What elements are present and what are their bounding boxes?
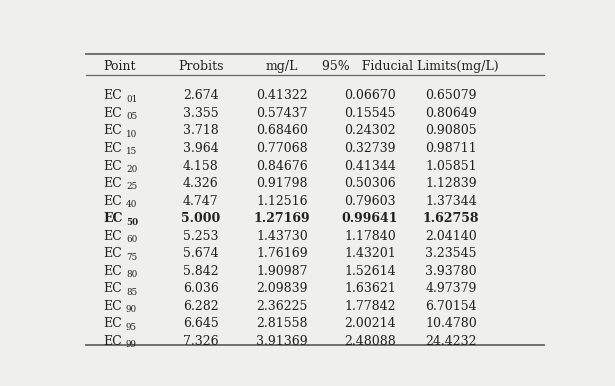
Text: 0.24302: 0.24302 xyxy=(344,125,396,137)
Text: 40: 40 xyxy=(126,200,137,209)
Text: EC: EC xyxy=(103,159,122,173)
Text: 0.98711: 0.98711 xyxy=(425,142,477,155)
Text: 0.91798: 0.91798 xyxy=(256,177,308,190)
Text: 2.09839: 2.09839 xyxy=(256,282,308,295)
Text: 2.48088: 2.48088 xyxy=(344,335,396,348)
Text: 80: 80 xyxy=(126,270,137,279)
Text: 20: 20 xyxy=(126,165,137,174)
Text: 0.90805: 0.90805 xyxy=(425,125,477,137)
Text: 5.253: 5.253 xyxy=(183,230,218,243)
Text: 3.93780: 3.93780 xyxy=(425,265,477,278)
Text: 3.91369: 3.91369 xyxy=(256,335,308,348)
Text: 01: 01 xyxy=(126,95,137,104)
Text: EC: EC xyxy=(103,107,122,120)
Text: 4.97379: 4.97379 xyxy=(426,282,477,295)
Text: 1.62758: 1.62758 xyxy=(423,212,479,225)
Text: 90: 90 xyxy=(126,305,137,314)
Text: 2.36225: 2.36225 xyxy=(256,300,308,313)
Text: EC: EC xyxy=(103,90,122,102)
Text: 1.37344: 1.37344 xyxy=(425,195,477,208)
Text: EC: EC xyxy=(103,282,122,295)
Text: 5.674: 5.674 xyxy=(183,247,218,260)
Text: 0.41322: 0.41322 xyxy=(256,90,308,102)
Text: 1.76169: 1.76169 xyxy=(256,247,308,260)
Text: 25: 25 xyxy=(126,183,137,191)
Text: 15: 15 xyxy=(126,147,137,156)
Text: Point: Point xyxy=(103,60,135,73)
Text: 1.05851: 1.05851 xyxy=(425,159,477,173)
Text: 24.4232: 24.4232 xyxy=(426,335,477,348)
Text: 1.77842: 1.77842 xyxy=(344,300,395,313)
Text: 2.00214: 2.00214 xyxy=(344,317,396,330)
Text: 0.57437: 0.57437 xyxy=(256,107,308,120)
Text: EC: EC xyxy=(103,265,122,278)
Text: 6.70154: 6.70154 xyxy=(425,300,477,313)
Text: 6.036: 6.036 xyxy=(183,282,219,295)
Text: 2.81558: 2.81558 xyxy=(256,317,308,330)
Text: 4.326: 4.326 xyxy=(183,177,219,190)
Text: EC: EC xyxy=(103,125,122,137)
Text: EC: EC xyxy=(103,300,122,313)
Text: 5.842: 5.842 xyxy=(183,265,218,278)
Text: 0.50306: 0.50306 xyxy=(344,177,396,190)
Text: 99: 99 xyxy=(126,340,137,349)
Text: 0.84676: 0.84676 xyxy=(256,159,308,173)
Text: 6.282: 6.282 xyxy=(183,300,218,313)
Text: 7.326: 7.326 xyxy=(183,335,218,348)
Text: 5.000: 5.000 xyxy=(181,212,220,225)
Text: EC: EC xyxy=(103,142,122,155)
Text: 1.12516: 1.12516 xyxy=(256,195,308,208)
Text: 0.41344: 0.41344 xyxy=(344,159,396,173)
Text: EC: EC xyxy=(103,230,122,243)
Text: EC: EC xyxy=(103,247,122,260)
Text: 1.27169: 1.27169 xyxy=(253,212,310,225)
Text: 3.964: 3.964 xyxy=(183,142,219,155)
Text: EC: EC xyxy=(103,212,122,225)
Text: 1.43730: 1.43730 xyxy=(256,230,308,243)
Text: 1.12839: 1.12839 xyxy=(425,177,477,190)
Text: 85: 85 xyxy=(126,288,137,297)
Text: 3.355: 3.355 xyxy=(183,107,218,120)
Text: 75: 75 xyxy=(126,252,137,262)
Text: 95%   Fiducial Limits(mg/L): 95% Fiducial Limits(mg/L) xyxy=(322,60,499,73)
Text: 05: 05 xyxy=(126,112,137,121)
Text: 0.80649: 0.80649 xyxy=(425,107,477,120)
Text: 1.43201: 1.43201 xyxy=(344,247,396,260)
Text: 1.63621: 1.63621 xyxy=(344,282,396,295)
Text: 1.90987: 1.90987 xyxy=(256,265,308,278)
Text: EC: EC xyxy=(103,317,122,330)
Text: 60: 60 xyxy=(126,235,137,244)
Text: 0.99641: 0.99641 xyxy=(342,212,399,225)
Text: 0.32739: 0.32739 xyxy=(344,142,395,155)
Text: mg/L: mg/L xyxy=(266,60,298,73)
Text: 1.52614: 1.52614 xyxy=(344,265,396,278)
Text: 0.68460: 0.68460 xyxy=(256,125,308,137)
Text: 50: 50 xyxy=(126,218,138,227)
Text: 3.718: 3.718 xyxy=(183,125,219,137)
Text: EC: EC xyxy=(103,195,122,208)
Text: 10: 10 xyxy=(126,130,137,139)
Text: 0.65079: 0.65079 xyxy=(426,90,477,102)
Text: 3.23545: 3.23545 xyxy=(426,247,477,260)
Text: EC: EC xyxy=(103,177,122,190)
Text: 4.747: 4.747 xyxy=(183,195,218,208)
Text: 4.158: 4.158 xyxy=(183,159,219,173)
Text: Probits: Probits xyxy=(178,60,223,73)
Text: 6.645: 6.645 xyxy=(183,317,219,330)
Text: 2.04140: 2.04140 xyxy=(425,230,477,243)
Text: 10.4780: 10.4780 xyxy=(425,317,477,330)
Text: 0.77068: 0.77068 xyxy=(256,142,308,155)
Text: 2.674: 2.674 xyxy=(183,90,218,102)
Text: 0.06670: 0.06670 xyxy=(344,90,396,102)
Text: EC: EC xyxy=(103,335,122,348)
Text: 95: 95 xyxy=(126,323,137,332)
Text: 1.17840: 1.17840 xyxy=(344,230,396,243)
Text: 0.79603: 0.79603 xyxy=(344,195,396,208)
Text: 0.15545: 0.15545 xyxy=(344,107,395,120)
